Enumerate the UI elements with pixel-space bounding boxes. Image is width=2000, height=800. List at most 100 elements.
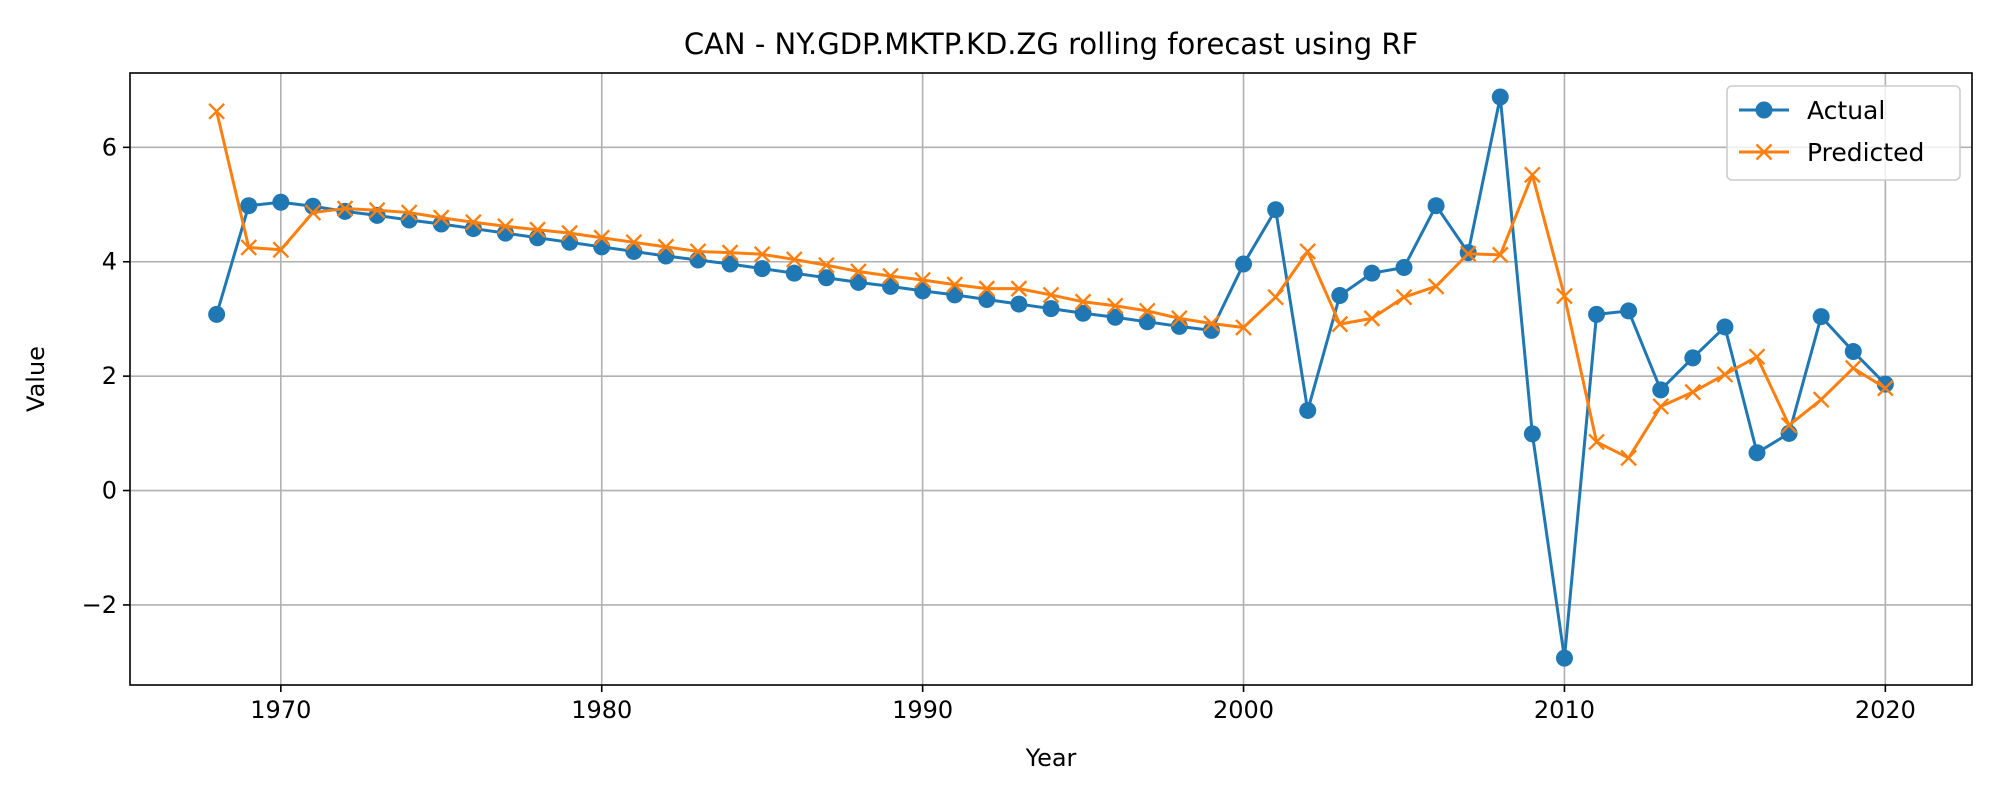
data-point xyxy=(1331,315,1349,333)
ticks: 1970 1980 1990 2000 2010 2020 −2 0 2 4 6 xyxy=(82,133,1916,724)
data-point xyxy=(1716,366,1734,383)
data-point xyxy=(1427,277,1445,295)
data-point xyxy=(1074,304,1092,322)
data-point xyxy=(1652,381,1670,399)
data-point xyxy=(1267,288,1284,306)
data-point xyxy=(1844,343,1862,361)
data-point xyxy=(978,280,996,297)
data-point xyxy=(304,197,322,215)
y-axis-label: Value xyxy=(22,346,50,412)
data-point xyxy=(1755,143,1773,161)
data-point xyxy=(1427,197,1445,215)
legend-item-actual: Actual xyxy=(1739,96,1885,125)
data-point xyxy=(1491,246,1509,264)
data-point xyxy=(272,193,290,211)
data-point xyxy=(817,269,835,287)
data-point xyxy=(721,244,739,261)
data-point xyxy=(465,213,482,231)
data-point xyxy=(753,260,771,278)
data-point xyxy=(882,267,899,285)
data-point xyxy=(850,263,867,280)
x-tick-label: 1980 xyxy=(571,696,632,724)
x-tick-label: 1990 xyxy=(892,696,953,724)
data-point xyxy=(1684,349,1702,367)
plot-frame xyxy=(129,72,1973,686)
data-point xyxy=(1876,375,1894,393)
data-point xyxy=(914,271,931,289)
y-tick-label: 2 xyxy=(102,362,117,390)
data-point xyxy=(1877,379,1894,397)
data-point xyxy=(1524,166,1541,184)
data-point xyxy=(1138,313,1156,331)
data-point xyxy=(1780,424,1798,442)
data-point xyxy=(1459,245,1477,263)
data-point xyxy=(464,220,482,238)
data-point xyxy=(1395,288,1413,306)
data-point xyxy=(208,305,226,323)
data-point xyxy=(625,242,643,260)
x-tick-label: 2000 xyxy=(1213,696,1274,724)
data-point xyxy=(978,290,996,308)
data-point xyxy=(1171,310,1188,327)
y-tick-label: −2 xyxy=(82,591,117,619)
data-point xyxy=(1042,286,1060,304)
data-point xyxy=(593,229,611,247)
data-point xyxy=(1755,101,1773,119)
data-point xyxy=(1620,449,1637,467)
data-point xyxy=(336,200,354,217)
data-point xyxy=(336,202,354,220)
data-point xyxy=(1267,201,1285,219)
data-point xyxy=(1588,305,1606,323)
data-point xyxy=(1716,318,1734,336)
x-tick-label: 2010 xyxy=(1534,696,1595,724)
data-point xyxy=(721,255,739,273)
data-point xyxy=(1748,444,1766,462)
data-point xyxy=(304,204,322,221)
data-point xyxy=(593,238,611,256)
data-point xyxy=(1235,255,1253,273)
data-point xyxy=(689,243,707,260)
series-layer xyxy=(208,88,1894,667)
data-point xyxy=(849,273,867,291)
data-point xyxy=(1235,319,1252,336)
data-point xyxy=(1844,359,1862,377)
data-point xyxy=(1010,295,1028,313)
data-point xyxy=(1363,310,1381,327)
data-point xyxy=(240,197,258,215)
data-point xyxy=(946,276,964,293)
data-point xyxy=(1555,649,1573,667)
data-point xyxy=(625,233,643,251)
data-point xyxy=(1299,401,1317,419)
data-point xyxy=(1106,308,1124,326)
data-point xyxy=(818,256,835,274)
data-point xyxy=(689,251,707,269)
data-point xyxy=(368,201,386,219)
data-point xyxy=(497,217,514,235)
data-point xyxy=(882,277,900,295)
y-tick-label: 4 xyxy=(102,248,117,276)
y-tick-label: 0 xyxy=(102,477,117,505)
data-point xyxy=(272,241,290,259)
data-point xyxy=(1652,398,1670,415)
y-tick-label: 6 xyxy=(102,133,117,161)
data-point xyxy=(1106,297,1124,315)
data-point xyxy=(400,204,418,221)
legend: Actual Predicted xyxy=(1726,85,1961,181)
data-point xyxy=(1203,315,1220,332)
data-point xyxy=(1684,383,1702,401)
legend-label: Actual xyxy=(1807,96,1885,125)
data-point xyxy=(1010,280,1028,297)
data-point xyxy=(1812,308,1830,326)
data-point xyxy=(1588,433,1605,451)
data-point xyxy=(208,102,225,120)
data-point xyxy=(1331,286,1349,304)
series-predicted xyxy=(208,102,1894,467)
data-point xyxy=(1620,302,1638,320)
chart-title: CAN - NY.GDP.MKTP.KD.ZG rolling forecast… xyxy=(684,27,1418,61)
data-point xyxy=(1780,416,1798,434)
x-tick-label: 2020 xyxy=(1855,696,1916,724)
data-point xyxy=(1074,293,1092,311)
data-point xyxy=(914,282,932,300)
